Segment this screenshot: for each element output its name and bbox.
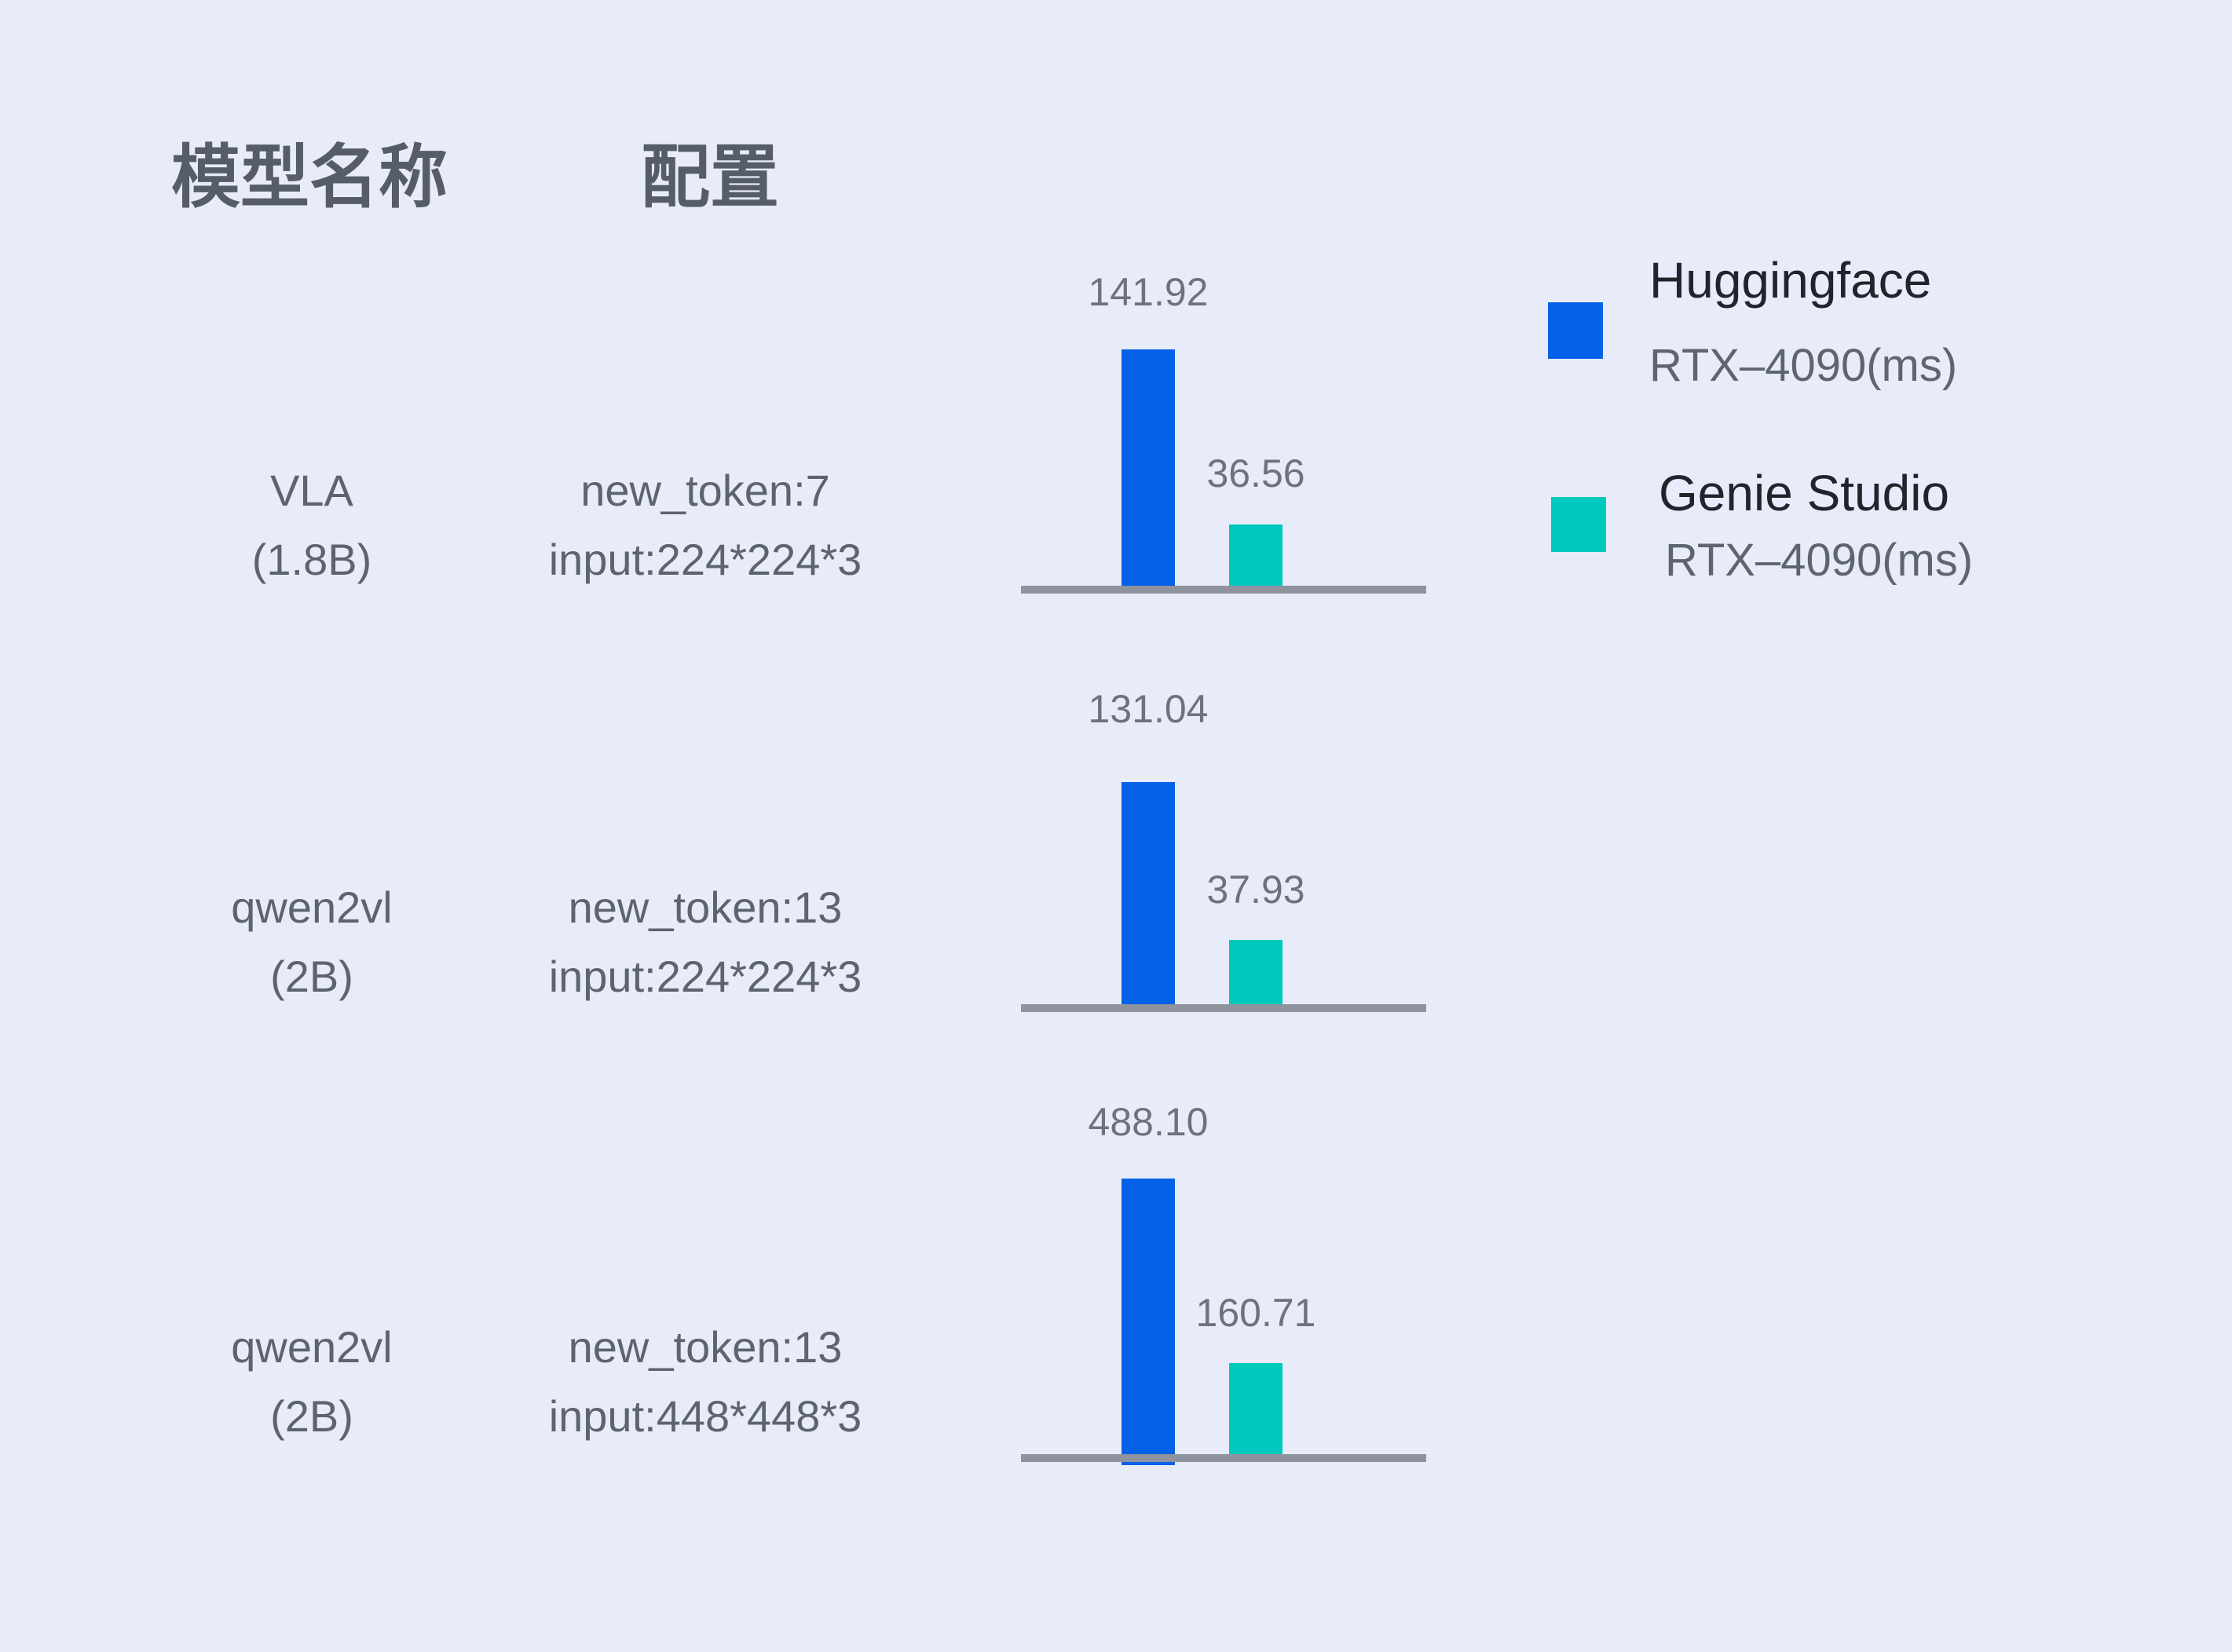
bar-genie-studio: [1229, 940, 1282, 1004]
model-name-row-1: VLA (1.8B): [155, 456, 469, 594]
legend-swatch-huggingface: [1548, 302, 1603, 359]
config-new-token: new_token:7: [580, 466, 830, 515]
model-size-line: (1.8B): [251, 535, 372, 584]
bar-genie-studio: [1229, 524, 1282, 586]
value-label-huggingface: 141.92: [1088, 270, 1209, 314]
model-size-line: (2B): [270, 952, 353, 1001]
config-input-size: input:448*448*3: [548, 1391, 862, 1441]
bar-chart-row-2: 131.04 37.93: [1021, 643, 1426, 1012]
config-row-3: new_token:13 input:448*448*3: [501, 1313, 909, 1451]
config-new-token: new_token:13: [568, 883, 843, 932]
model-size-line: (2B): [270, 1391, 353, 1441]
bar-huggingface: [1121, 349, 1175, 586]
axis-baseline: [1021, 586, 1426, 594]
bar-huggingface: [1121, 1179, 1175, 1465]
model-name-line-1: qwen2vl: [231, 1322, 393, 1372]
model-name-line-1: VLA: [270, 466, 353, 515]
bar-chart-row-3: 488.10 160.71: [1021, 1093, 1426, 1465]
value-label-huggingface: 131.04: [1088, 687, 1209, 731]
config-row-1: new_token:7 input:224*224*3: [501, 456, 909, 594]
bar-chart-row-1: 141.92 36.56: [1021, 225, 1426, 594]
config-input-size: input:224*224*3: [548, 952, 862, 1001]
legend-swatch-genie-studio: [1551, 497, 1606, 552]
value-label-genie-studio: 160.71: [1195, 1291, 1316, 1335]
column-header-config: 配置: [641, 138, 780, 216]
model-name-row-2: qwen2vl (2B): [155, 873, 469, 1011]
legend-sublabel-huggingface-gpu: RTX–4090(ms): [1649, 340, 1958, 391]
bar-genie-studio: [1229, 1363, 1282, 1454]
legend-sublabel-genie-studio-gpu: RTX–4090(ms): [1665, 535, 1974, 586]
config-input-size: input:224*224*3: [548, 535, 862, 584]
axis-baseline: [1021, 1004, 1426, 1012]
legend-label-huggingface: Huggingface: [1649, 252, 1932, 309]
config-row-2: new_token:13 input:224*224*3: [501, 873, 909, 1011]
value-label-genie-studio: 36.56: [1206, 451, 1305, 495]
axis-baseline: [1021, 1454, 1426, 1462]
model-name-row-3: qwen2vl (2B): [155, 1313, 469, 1451]
value-label-genie-studio: 37.93: [1206, 868, 1305, 912]
model-name-line-1: qwen2vl: [231, 883, 393, 932]
column-header-model-name: 模型名称: [171, 138, 448, 216]
config-new-token: new_token:13: [568, 1322, 843, 1372]
bar-huggingface: [1121, 782, 1175, 1004]
value-label-huggingface: 488.10: [1088, 1100, 1209, 1144]
legend-label-genie-studio: Genie Studio: [1659, 465, 1950, 521]
